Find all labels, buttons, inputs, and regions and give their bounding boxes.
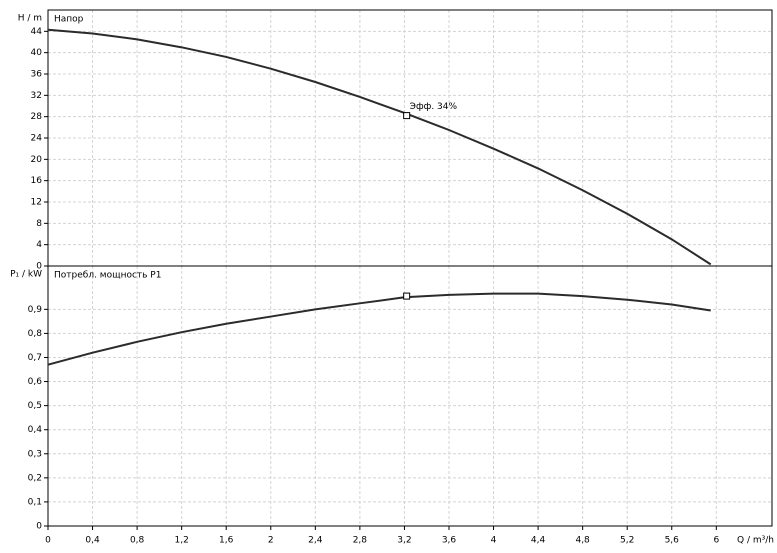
panel-title: Потребл. мощность P1 <box>54 271 161 281</box>
y-tick-label: 0,2 <box>28 473 42 483</box>
y-tick-label: 0,9 <box>28 305 43 315</box>
y-tick-label: 40 <box>31 48 43 58</box>
x-tick-label: 3,2 <box>397 536 411 546</box>
x-tick-label: 6 <box>713 536 719 546</box>
y-tick-label: 4 <box>36 240 42 250</box>
panel-title: Напор <box>54 15 84 25</box>
y-tick-label: 0 <box>36 262 42 272</box>
y-tick-label: 0 <box>36 522 42 532</box>
curve <box>47 292 711 366</box>
y-tick-label: 0,4 <box>28 425 43 435</box>
x-tick-label: 1,6 <box>219 536 234 546</box>
y-tick-label: 36 <box>31 70 43 80</box>
x-tick-label: 5,2 <box>620 536 634 546</box>
x-tick-label: 2 <box>268 536 274 546</box>
x-tick-label: 0,8 <box>130 536 145 546</box>
y-axis-label: P₁ / kW <box>10 270 42 280</box>
operating-point <box>403 292 411 300</box>
operating-point-label: Эфф. 34% <box>410 102 458 112</box>
y-tick-label: 0,7 <box>28 353 42 363</box>
y-tick-label: 8 <box>36 219 42 229</box>
y-tick-label: 0,5 <box>28 401 42 411</box>
x-tick-label: 5,6 <box>665 536 680 546</box>
x-tick-label: 2,8 <box>353 536 368 546</box>
curve <box>47 28 712 266</box>
x-axis-label: Q / m³/h <box>737 536 774 546</box>
x-tick-label: 0 <box>45 536 51 546</box>
y-tick-label: 12 <box>31 198 42 208</box>
x-tick-label: 2,4 <box>308 536 323 546</box>
y-tick-label: 20 <box>31 155 43 165</box>
x-tick-label: 4 <box>491 536 497 546</box>
y-tick-label: 0,8 <box>28 329 43 339</box>
y-tick-label: 0,3 <box>28 449 42 459</box>
plot-frame <box>47 265 773 527</box>
y-tick-label: 44 <box>31 27 43 37</box>
x-tick-label: 1,2 <box>174 536 188 546</box>
y-axis-label: H / m <box>18 14 42 24</box>
x-tick-label: 4,4 <box>531 536 546 546</box>
y-tick-label: 0,1 <box>28 497 42 507</box>
y-tick-label: 16 <box>31 176 43 186</box>
operating-point <box>403 112 411 120</box>
y-tick-label: 0,6 <box>28 377 43 387</box>
y-tick-label: 24 <box>31 134 43 144</box>
y-tick-label: 28 <box>31 112 43 122</box>
x-tick-label: 3,6 <box>442 536 457 546</box>
y-tick-label: 32 <box>31 91 42 101</box>
x-tick-label: 4,8 <box>575 536 590 546</box>
x-tick-label: 0,4 <box>85 536 100 546</box>
